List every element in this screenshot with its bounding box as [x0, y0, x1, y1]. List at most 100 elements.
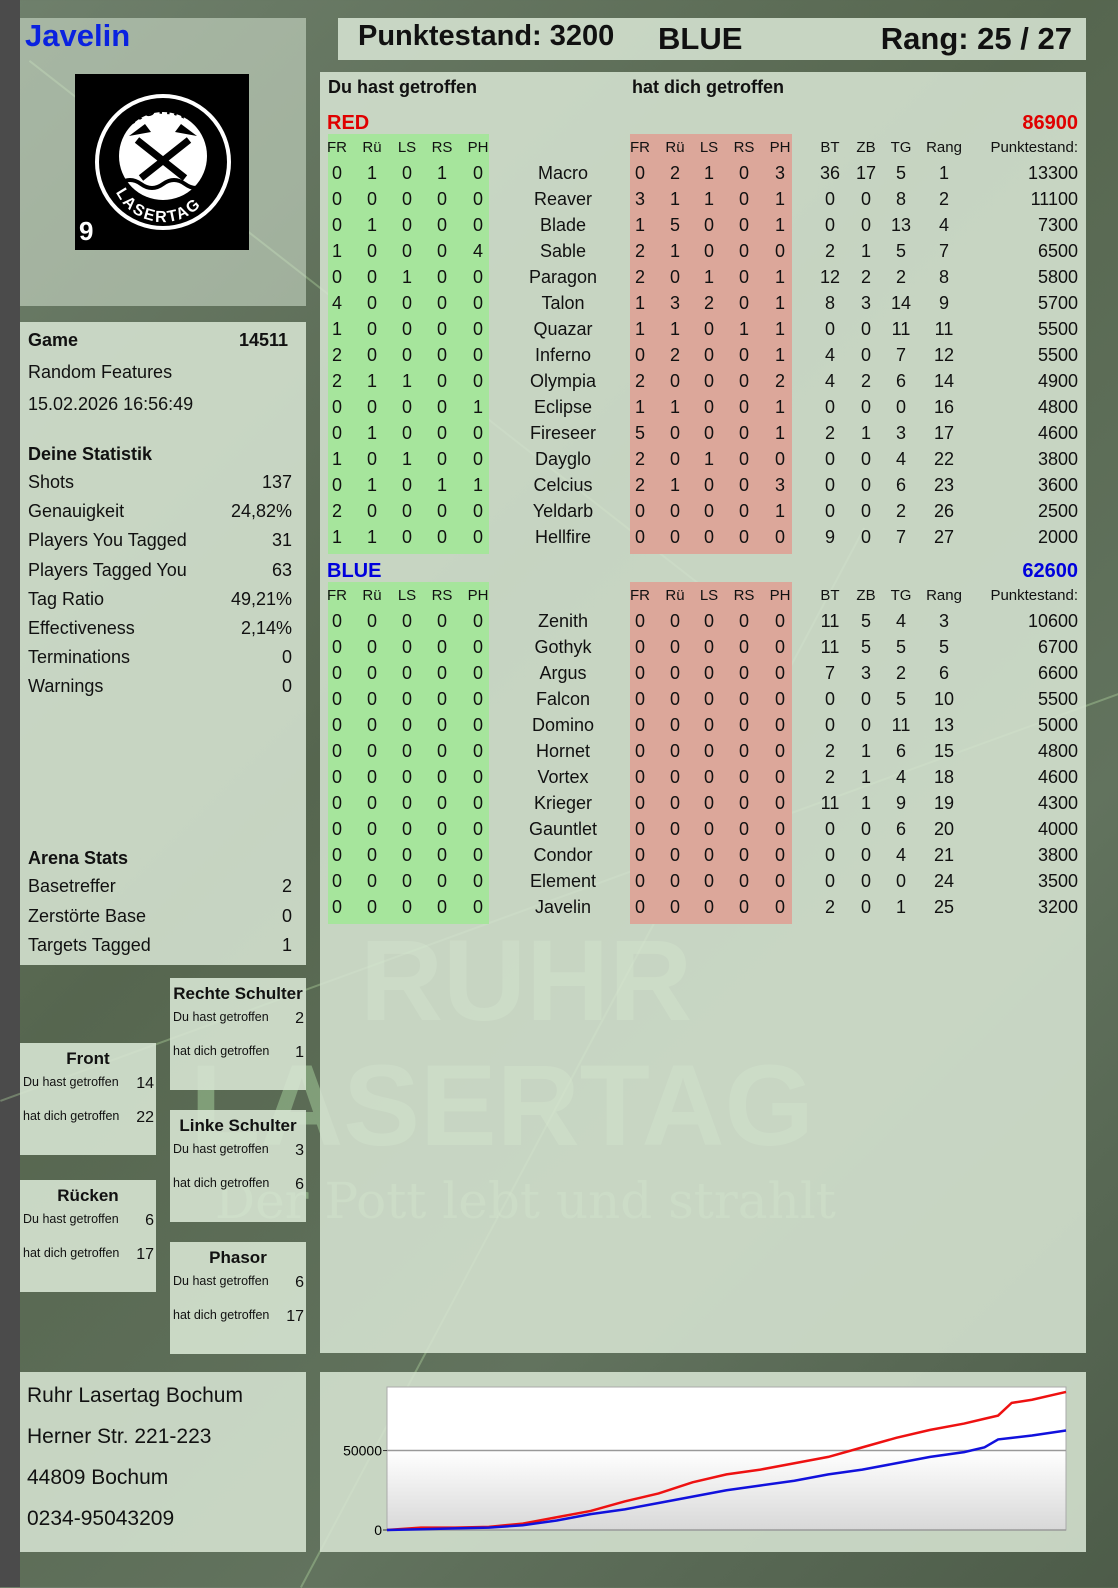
player-score: 13300: [1028, 163, 1078, 184]
du-hast-cell: 0: [425, 241, 459, 262]
du-hast-cell: 0: [320, 423, 354, 444]
stat-zb: 5: [849, 611, 883, 632]
du-hast-cell: 0: [320, 397, 354, 418]
hat-dich-cell: 1: [763, 397, 797, 418]
player-score: 4900: [1038, 371, 1078, 392]
du-hast-cell: 1: [355, 215, 389, 236]
hat-dich-cell: 3: [623, 189, 657, 210]
du-hast-cell: 0: [390, 527, 424, 548]
stat-bt: 0: [813, 819, 847, 840]
hat-dich-cell: 0: [658, 611, 692, 632]
stat-bt: 2: [813, 423, 847, 444]
hat-dich-cell: 2: [623, 267, 657, 288]
hat-dich-cell: 3: [763, 475, 797, 496]
du-hast-cell: 0: [461, 319, 495, 340]
game-label: Game: [28, 330, 78, 351]
stat-rang: 7: [927, 241, 961, 262]
player-score: 2000: [1038, 527, 1078, 548]
stat-tg: 13: [884, 215, 918, 236]
stat-rang: 27: [927, 527, 961, 548]
hat-dich-cell: 2: [623, 371, 657, 392]
col-header-Rü: Rü: [352, 587, 392, 604]
du-hast-cell: 0: [355, 319, 389, 340]
hat-dich-cell: 0: [727, 715, 761, 736]
player-name: Macro: [503, 163, 623, 184]
hat-dich-cell: 0: [727, 793, 761, 814]
du-hast-cell: 0: [425, 741, 459, 762]
col-header-Rü: Rü: [352, 139, 392, 156]
du-value: 14: [136, 1075, 154, 1093]
col-header-LS: LS: [387, 587, 427, 604]
stat-rang: 22: [927, 449, 961, 470]
du-hast-cell: 0: [461, 845, 495, 866]
hat-dich-cell: 0: [692, 689, 726, 710]
du-hast-cell: 0: [390, 397, 424, 418]
du-hast-cell: 0: [425, 637, 459, 658]
hat-dich-cell: 0: [692, 611, 726, 632]
player-score: 5700: [1038, 293, 1078, 314]
du-hast-cell: 0: [425, 793, 459, 814]
hat-dich-cell: 0: [658, 741, 692, 762]
du-hast-cell: 0: [320, 845, 354, 866]
dich-label: hat dich getroffen: [173, 1044, 269, 1062]
arena-title: Arena Stats: [28, 848, 128, 869]
stat-rang: 21: [927, 845, 961, 866]
stat-bt: 2: [813, 767, 847, 788]
col-header-LS: LS: [689, 587, 729, 604]
du-hast-cell: 0: [320, 741, 354, 762]
player-name: Sable: [503, 241, 623, 262]
stat-bt: 7: [813, 663, 847, 684]
svg-text:9: 9: [79, 216, 93, 246]
stat-bt: 2: [813, 241, 847, 262]
stat-bt: 9: [813, 527, 847, 548]
stats-panel: Game 14511 Random Features 15.02.2026 16…: [20, 322, 306, 965]
stat-tg: 6: [884, 741, 918, 762]
player-score: 11100: [1031, 189, 1078, 210]
du-hast-cell: 0: [461, 819, 495, 840]
hat-dich-cell: 0: [727, 527, 761, 548]
stat-zb: 0: [849, 345, 883, 366]
stat-tg: 7: [884, 527, 918, 548]
player-name: Reaver: [503, 189, 623, 210]
du-hast-cell: 0: [425, 449, 459, 470]
du-hast-cell: 0: [425, 871, 459, 892]
stat-zb: 3: [849, 293, 883, 314]
col-header-RS: RS: [724, 139, 764, 156]
col-header-RS: RS: [724, 587, 764, 604]
du-hast-cell: 0: [425, 189, 459, 210]
stat-bt: 4: [813, 345, 847, 366]
du-hast-cell: 2: [320, 345, 354, 366]
du-hast-cell: 0: [320, 663, 354, 684]
du-hast-cell: 0: [320, 689, 354, 710]
hat-dich-cell: 0: [658, 845, 692, 866]
col-header-LS: LS: [387, 139, 427, 156]
stat-zb: 0: [849, 871, 883, 892]
game-mode: Random Features: [28, 362, 172, 383]
player-score: 7300: [1038, 215, 1078, 236]
stat-tg: 2: [884, 501, 918, 522]
scoreboard-panel: Du hast getroffen hat dich getroffen RED…: [320, 72, 1086, 1353]
player-name: Krieger: [503, 793, 623, 814]
du-hast-cell: 0: [425, 423, 459, 444]
stat-tg: 1: [884, 897, 918, 918]
address-line: Herner Str. 221-223: [27, 1425, 211, 1449]
stat-label: Tag Ratio: [28, 589, 104, 610]
stat-zb: 5: [849, 637, 883, 658]
stat-label: Genauigkeit: [28, 501, 124, 522]
du-hast-cell: 1: [355, 475, 389, 496]
hat-dich-cell: 0: [727, 449, 761, 470]
du-hast-cell: 0: [461, 163, 495, 184]
stat-label: Terminations: [28, 647, 130, 668]
stat-tg: 0: [884, 871, 918, 892]
hat-dich-cell: 0: [623, 689, 657, 710]
player-score: 5500: [1038, 689, 1078, 710]
col-header-FR: FR: [620, 139, 660, 156]
du-hast-cell: 0: [425, 663, 459, 684]
hat-dich-cell: 0: [658, 897, 692, 918]
